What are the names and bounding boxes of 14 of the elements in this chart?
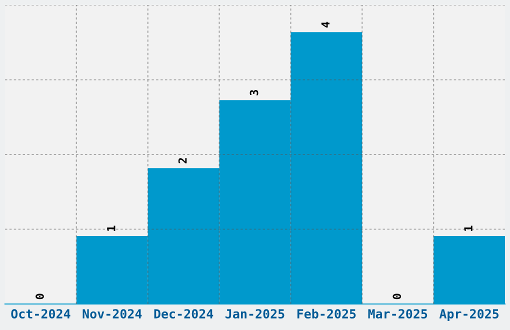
data-label: 1: [107, 226, 116, 231]
data-label: 1: [464, 226, 472, 231]
x-tick-label: Dec-2024: [154, 309, 214, 319]
x-tick-label: Feb-2025: [297, 308, 356, 319]
data-label: 0: [36, 294, 44, 300]
x-tick-label: Jan-2025: [226, 309, 284, 319]
x-tick-label: Apr-2025: [439, 309, 499, 321]
x-tick-label: Nov-2024: [82, 309, 142, 319]
x-tick-label: Mar-2025: [368, 309, 428, 319]
data-label: 0: [392, 294, 402, 300]
data-label: 3: [250, 90, 258, 96]
data-label: 2: [178, 158, 187, 164]
data-label: 4: [321, 22, 330, 28]
x-tick-label: Oct-2024: [11, 309, 70, 319]
